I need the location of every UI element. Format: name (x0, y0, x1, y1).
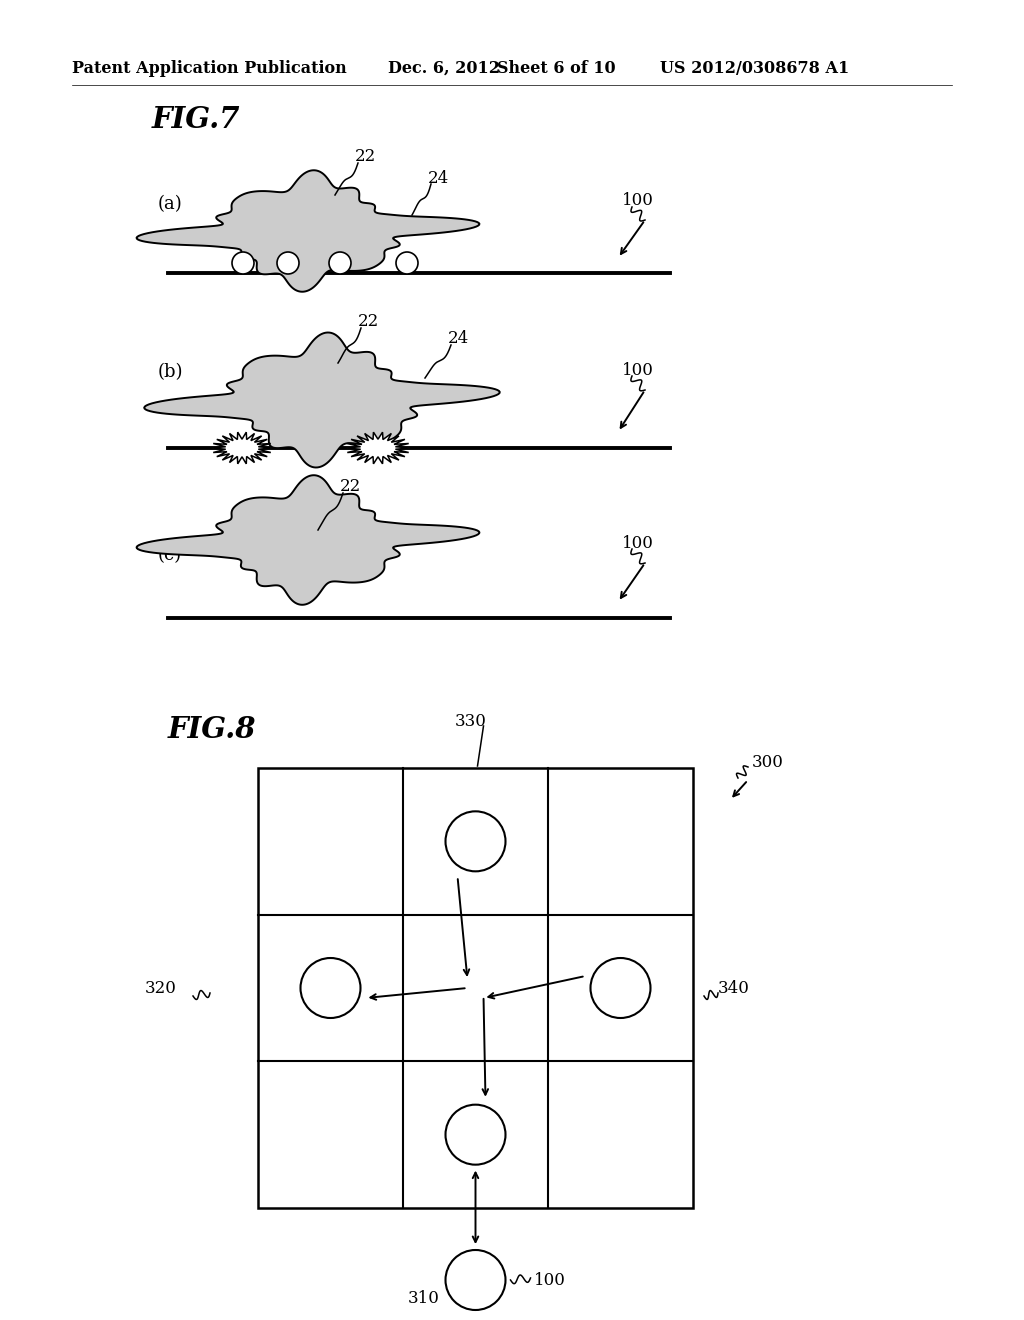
Bar (258, 768, 693, 1208)
Polygon shape (346, 432, 410, 463)
Text: 24: 24 (428, 170, 450, 187)
Circle shape (278, 252, 299, 275)
Text: 330: 330 (455, 713, 486, 730)
Text: 340: 340 (718, 979, 750, 997)
Text: FIG.7: FIG.7 (152, 106, 241, 135)
Circle shape (232, 252, 254, 275)
Polygon shape (136, 475, 479, 605)
Text: (a): (a) (158, 195, 182, 213)
Text: 320: 320 (145, 979, 177, 997)
Text: 300: 300 (752, 754, 784, 771)
Polygon shape (212, 432, 272, 463)
Polygon shape (136, 170, 479, 292)
Circle shape (445, 1250, 506, 1309)
Text: 22: 22 (358, 313, 379, 330)
Circle shape (445, 1105, 506, 1164)
Text: (b): (b) (158, 363, 183, 381)
Text: 24: 24 (449, 330, 469, 347)
Text: Sheet 6 of 10: Sheet 6 of 10 (497, 59, 615, 77)
Text: 100: 100 (622, 191, 654, 209)
Polygon shape (144, 333, 500, 467)
Circle shape (329, 252, 351, 275)
Text: 100: 100 (534, 1272, 565, 1290)
Text: US 2012/0308678 A1: US 2012/0308678 A1 (660, 59, 849, 77)
Text: Dec. 6, 2012: Dec. 6, 2012 (388, 59, 500, 77)
Text: FIG.8: FIG.8 (168, 715, 256, 744)
Circle shape (445, 812, 506, 871)
Text: 22: 22 (355, 148, 376, 165)
Text: 310: 310 (408, 1290, 439, 1307)
Circle shape (591, 958, 650, 1018)
Text: (c): (c) (158, 546, 182, 564)
Text: 100: 100 (622, 535, 654, 552)
Text: Patent Application Publication: Patent Application Publication (72, 59, 347, 77)
Circle shape (300, 958, 360, 1018)
Circle shape (396, 252, 418, 275)
Text: 100: 100 (622, 362, 654, 379)
Text: 22: 22 (340, 478, 361, 495)
